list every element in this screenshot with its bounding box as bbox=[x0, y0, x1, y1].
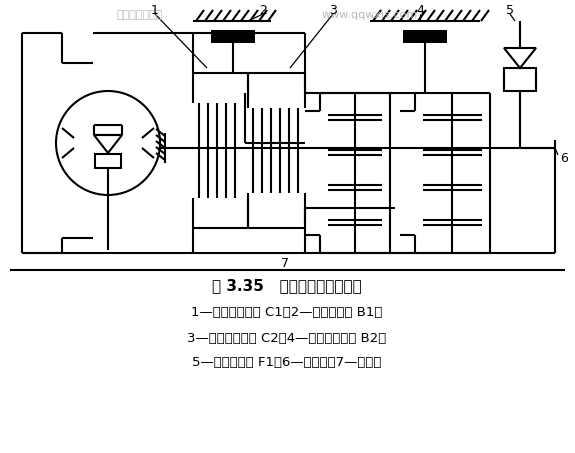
Text: www.qqwxjs.com: www.qqwxjs.com bbox=[322, 10, 418, 20]
Text: 图 3.35   辛普森行星齿轮机构: 图 3.35 辛普森行星齿轮机构 bbox=[212, 279, 362, 294]
Text: 1—高倒挡离合器 C1；2—二挡制动器 B1；: 1—高倒挡离合器 C1；2—二挡制动器 B1； bbox=[191, 307, 383, 319]
Text: 5: 5 bbox=[506, 4, 514, 16]
Text: 2: 2 bbox=[259, 4, 267, 16]
Text: 4: 4 bbox=[416, 4, 424, 16]
Text: 1: 1 bbox=[151, 4, 159, 16]
Bar bbox=[403, 30, 447, 43]
Text: 7: 7 bbox=[281, 257, 289, 270]
Text: 汽车维修技术网: 汽车维修技术网 bbox=[117, 10, 163, 20]
Text: 3: 3 bbox=[329, 4, 337, 16]
Bar bbox=[95, 154, 121, 168]
Bar bbox=[504, 68, 536, 91]
Text: 6: 6 bbox=[560, 151, 568, 164]
Bar bbox=[211, 30, 255, 43]
Text: 5—单向离合器 F1；6—输出轴；7—输入轴: 5—单向离合器 F1；6—输出轴；7—输入轴 bbox=[192, 357, 382, 370]
Text: 3—前进挡离合器 C2；4—一倒挡制动器 B2；: 3—前进挡离合器 C2；4—一倒挡制动器 B2； bbox=[187, 332, 386, 344]
